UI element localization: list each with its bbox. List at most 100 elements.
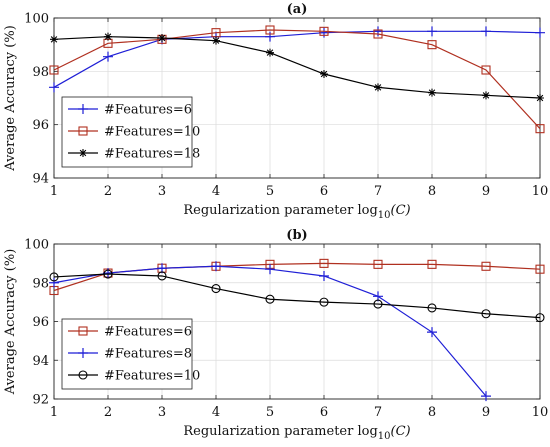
data-point [427, 26, 437, 37]
legend-label: #Features=10 [104, 125, 200, 140]
y-axis-label: Average Accuracy (%) [3, 25, 18, 172]
data-point [49, 65, 59, 75]
x-tick-label: 8 [428, 405, 436, 420]
legend-label: #Features=18 [104, 147, 200, 162]
data-point [104, 32, 112, 41]
x-tick-label: 9 [482, 184, 490, 199]
x-tick-label: 5 [266, 405, 274, 420]
x-tick-label: 4 [212, 184, 220, 199]
series-2 [49, 261, 491, 402]
data-point [536, 94, 544, 102]
data-point [158, 34, 166, 42]
data-point [49, 82, 59, 93]
data-point [373, 259, 383, 269]
x-tick-label: 1 [50, 184, 58, 199]
y-tick-label: 98 [32, 276, 49, 291]
y-tick-label: 100 [24, 12, 49, 27]
panel-title: (b) [286, 228, 307, 243]
data-point [481, 309, 491, 319]
data-point [212, 36, 220, 45]
x-tick-label: 9 [482, 405, 490, 420]
data-point [103, 269, 113, 279]
chart-panel-a: 1 2 3 4 5 6 7 8 9 10 94 96 98 100 (a) Regularization pa… [3, 2, 548, 221]
legend-marker [78, 370, 88, 380]
series-line [53, 273, 541, 319]
data-point [373, 26, 383, 37]
series-line [53, 36, 541, 99]
data-point [427, 327, 437, 338]
x-tick-label: 2 [104, 405, 112, 420]
data-point [319, 26, 329, 36]
x-tick-label: 6 [320, 405, 328, 420]
panel-title: (a) [287, 2, 308, 17]
x-tick-label: 4 [212, 405, 220, 420]
series-line [53, 29, 541, 130]
x-axis-label: Regularization parameter log10(C) [183, 424, 410, 442]
x-tick-label: 7 [374, 184, 382, 199]
y-tick-label: 94 [32, 354, 49, 369]
y-tick-label: 96 [32, 315, 49, 330]
data-point [428, 88, 436, 97]
y-tick-label: 100 [24, 238, 49, 253]
data-point [265, 31, 275, 42]
x-tick-label: 10 [532, 405, 549, 420]
data-point [320, 70, 328, 78]
data-point [535, 264, 545, 274]
legend-marker [79, 149, 87, 157]
legend-marker [78, 326, 88, 336]
data-point [427, 40, 437, 50]
data-point [427, 259, 437, 269]
data-point [319, 270, 329, 281]
y-tick-label: 96 [32, 118, 49, 133]
data-point [211, 284, 221, 294]
data-point [103, 51, 113, 62]
y-tick-label: 98 [32, 65, 49, 80]
data-point [373, 299, 383, 309]
legend-label: #Features=8 [104, 347, 192, 362]
data-point [50, 35, 58, 44]
data-point [265, 264, 275, 275]
data-point [157, 271, 167, 281]
data-point [481, 26, 491, 37]
x-tick-label: 6 [320, 184, 328, 199]
data-point [481, 261, 491, 271]
y-tick-label: 94 [32, 172, 49, 187]
data-point [211, 28, 221, 38]
chart-panel-b: 1 2 3 4 5 6 7 8 9 10 92 94 96 98 100 (b) Regularization … [3, 228, 548, 442]
x-tick-label: 2 [104, 184, 112, 199]
x-tick-label: 8 [428, 184, 436, 199]
series-1 [49, 26, 545, 93]
data-point [319, 27, 329, 38]
data-point [535, 313, 545, 323]
legend-label: #Features=6 [104, 325, 192, 340]
legend-marker [78, 348, 88, 358]
series-3 [49, 269, 545, 323]
data-point [374, 83, 382, 92]
data-point [482, 91, 490, 100]
legend-label: #Features=10 [104, 369, 200, 384]
data-point [211, 261, 221, 272]
data-point [265, 294, 275, 304]
legend-marker [78, 104, 88, 114]
series-3 [50, 32, 544, 102]
series-2 [49, 25, 545, 134]
data-point [481, 65, 491, 75]
data-point [535, 124, 545, 134]
x-tick-label: 5 [266, 184, 274, 199]
legend: #Features=6 #Features=8 #Features=10 [61, 318, 200, 390]
x-tick-label: 3 [158, 405, 166, 420]
data-point [319, 258, 329, 268]
data-point [266, 48, 274, 57]
legend-marker [78, 126, 88, 136]
data-point [373, 29, 383, 39]
y-axis-label: Average Accuracy (%) [3, 249, 18, 396]
data-point [427, 303, 437, 313]
legend: #Features=6 #Features=10 #Features=18 [61, 96, 200, 168]
x-axis-label: Regularization parameter log10(C) [183, 203, 410, 221]
data-point [49, 272, 59, 282]
legend-label: #Features=6 [104, 103, 192, 118]
x-tick-label: 7 [374, 405, 382, 420]
data-point [481, 391, 491, 402]
data-point [49, 277, 59, 288]
